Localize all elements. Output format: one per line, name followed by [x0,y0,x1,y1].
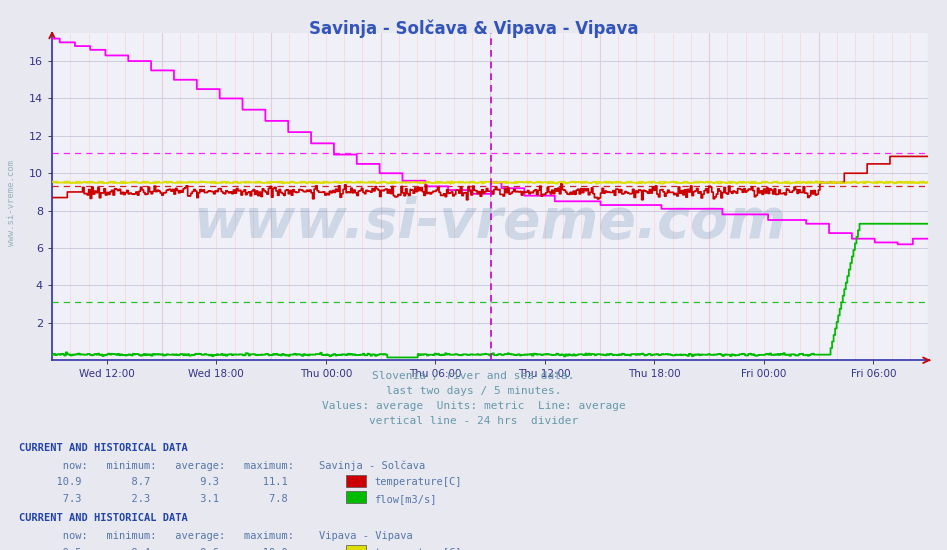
Text: Slovenia / river and sea data.: Slovenia / river and sea data. [372,371,575,381]
Text: 9.5        9.4        9.6       10.0: 9.5 9.4 9.6 10.0 [19,548,288,550]
Text: 7.3        2.3        3.1        7.8: 7.3 2.3 3.1 7.8 [19,494,288,504]
Text: flow[m3/s]: flow[m3/s] [374,494,437,504]
Text: www.si-vreme.com: www.si-vreme.com [7,161,16,246]
Text: now:   minimum:   average:   maximum:    Vipava - Vipava: now: minimum: average: maximum: Vipava -… [19,531,413,541]
Text: 10.9        8.7        9.3       11.1: 10.9 8.7 9.3 11.1 [19,477,288,487]
Text: Values: average  Units: metric  Line: average: Values: average Units: metric Line: aver… [322,401,625,411]
Text: temperature[C]: temperature[C] [374,548,461,550]
Text: last two days / 5 minutes.: last two days / 5 minutes. [385,386,562,396]
Text: CURRENT AND HISTORICAL DATA: CURRENT AND HISTORICAL DATA [19,513,188,523]
Text: vertical line - 24 hrs  divider: vertical line - 24 hrs divider [369,416,578,426]
Text: www.si-vreme.com: www.si-vreme.com [193,196,787,250]
Text: now:   minimum:   average:   maximum:    Savinja - Solčava: now: minimum: average: maximum: Savinja … [19,461,425,471]
Text: Savinja - Solčava & Vipava - Vipava: Savinja - Solčava & Vipava - Vipava [309,19,638,38]
Text: temperature[C]: temperature[C] [374,477,461,487]
Text: CURRENT AND HISTORICAL DATA: CURRENT AND HISTORICAL DATA [19,443,188,453]
